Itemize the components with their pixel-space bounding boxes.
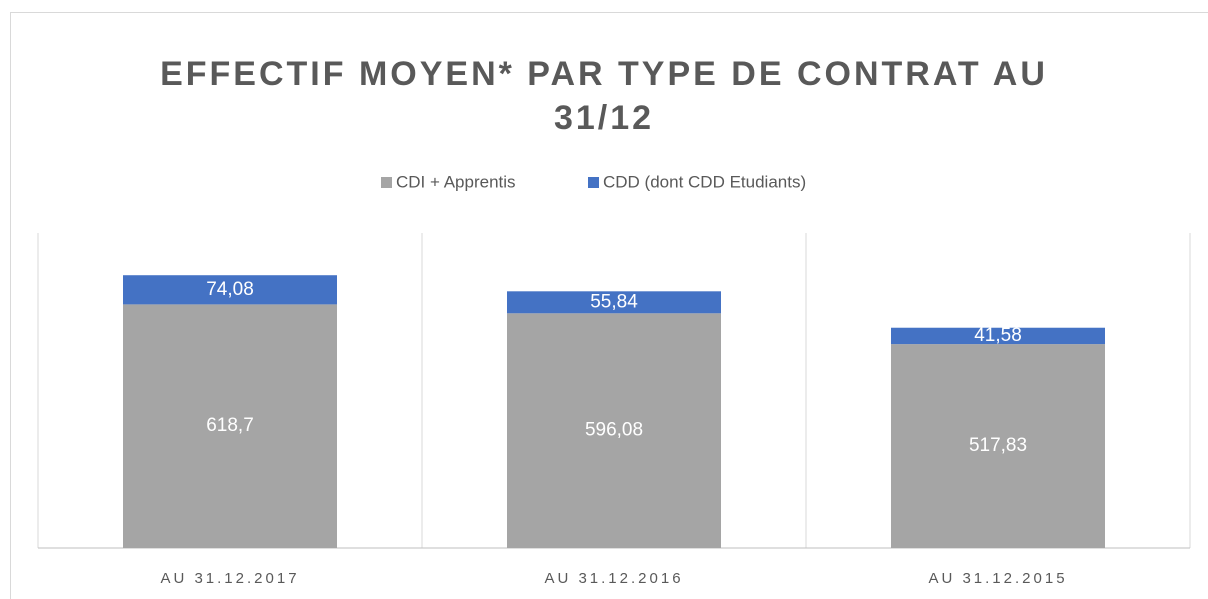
x-tick-label: AU 31.12.2016 [544, 570, 683, 587]
bar-segment [891, 344, 1105, 548]
data-label: 74,08 [206, 279, 254, 300]
x-tick-label: AU 31.12.2015 [928, 570, 1067, 587]
legend-label: CDD (dont CDD Etudiants) [603, 172, 806, 191]
data-label: 517,83 [969, 435, 1027, 456]
data-label: 41,58 [974, 325, 1022, 346]
bar-segment [891, 327, 1105, 345]
bar-segment [507, 291, 721, 314]
bar-segment [123, 304, 337, 548]
legend-label: CDI + Apprentis [396, 172, 516, 191]
data-label: 55,84 [590, 291, 638, 312]
legend-swatch [588, 177, 599, 188]
bar-segment [507, 313, 721, 548]
legend-swatch [381, 177, 392, 188]
x-tick-label: AU 31.12.2017 [160, 570, 299, 587]
chart-title: EFFECTIF MOYEN* PAR TYPE DE CONTRAT AU 3… [160, 55, 1048, 137]
chart-border [10, 12, 1208, 599]
data-label: 596,08 [585, 420, 643, 441]
bar-segment [123, 275, 337, 305]
data-label: 618,7 [206, 415, 254, 436]
